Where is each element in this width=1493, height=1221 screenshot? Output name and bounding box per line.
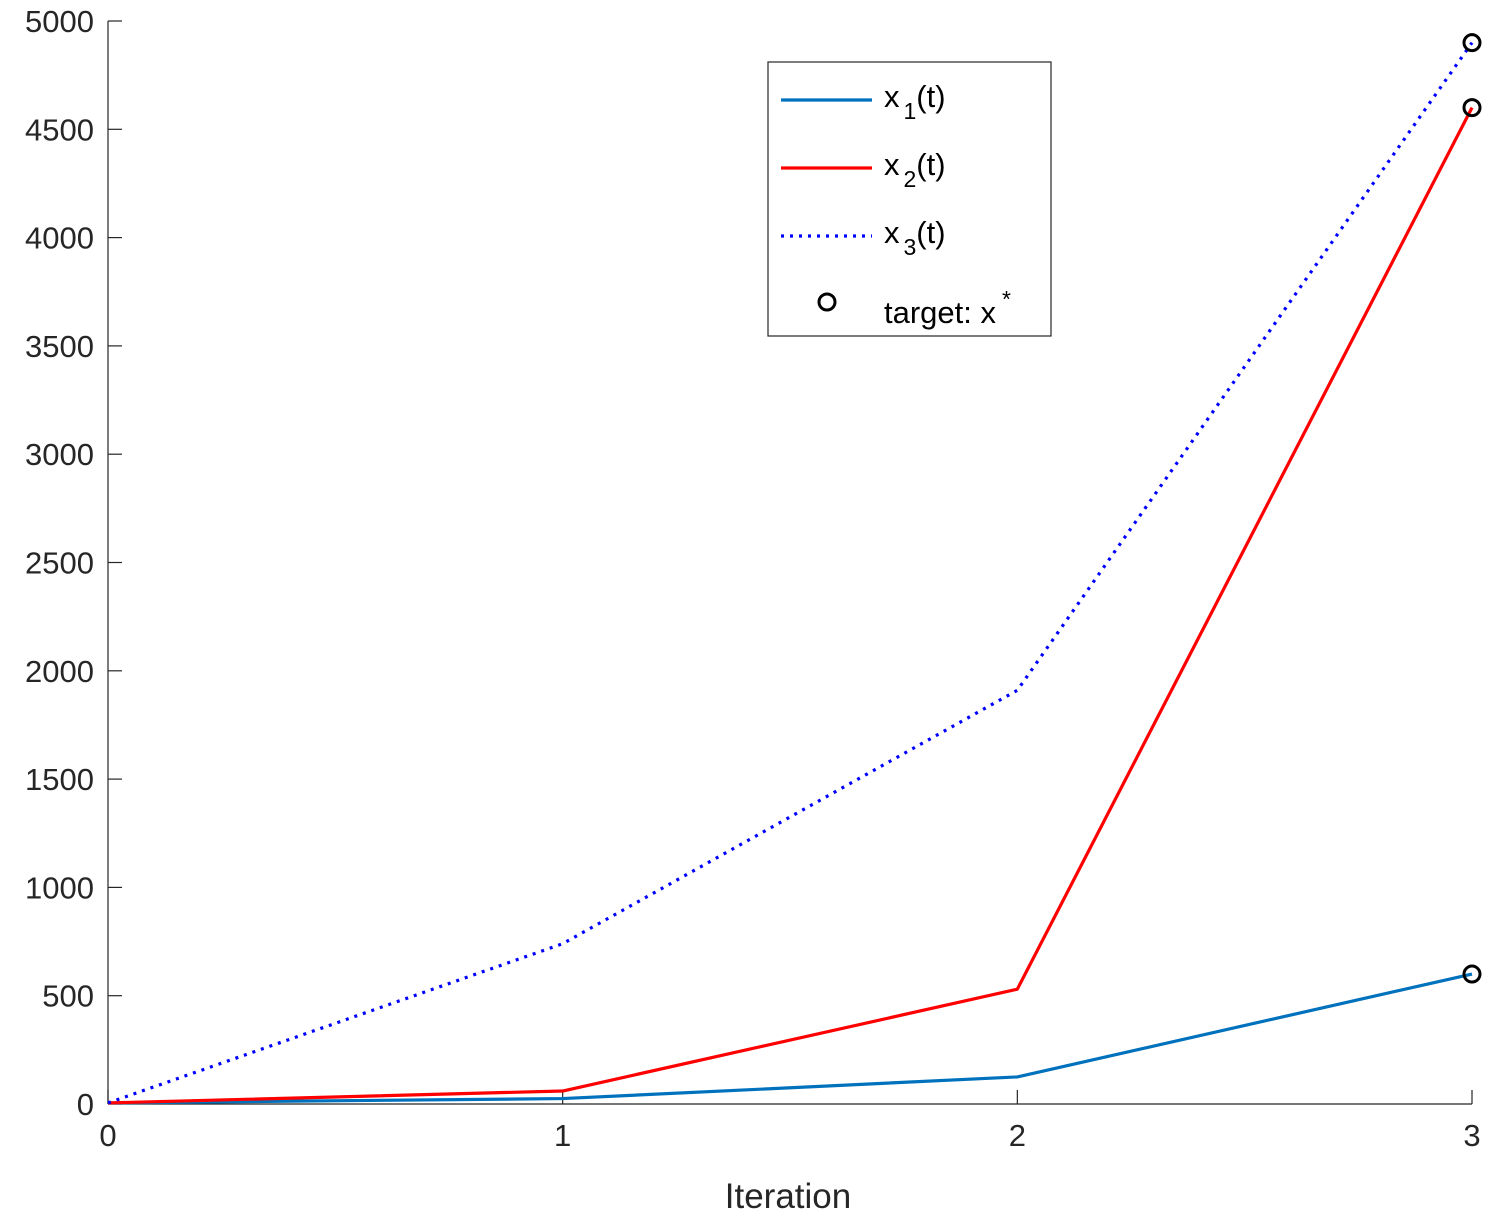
- y-tick-label: 2000: [25, 654, 94, 689]
- y-tick-label: 500: [42, 979, 94, 1014]
- target-markers: [1462, 33, 1482, 984]
- legend-target-marker: [817, 292, 837, 312]
- y-tick-label: 1000: [25, 870, 94, 905]
- legend-label-1: x 1(t): [884, 79, 946, 124]
- x-tick-label: 1: [554, 1118, 571, 1153]
- series-line-2: [107, 106, 1474, 1105]
- series-line-1: [107, 972, 1473, 1105]
- legend-label-3: x 3(t): [884, 215, 946, 260]
- y-tick-label: 4500: [25, 112, 94, 147]
- x-tick-label: 0: [99, 1118, 116, 1153]
- target-marker: [1462, 964, 1482, 984]
- legend-label-2: x 2(t): [884, 147, 946, 192]
- legend-label-target: target: x *: [884, 286, 1011, 330]
- target-marker: [1462, 33, 1482, 53]
- y-tick-label: 1500: [25, 762, 94, 797]
- y-tick-label: 2500: [25, 546, 94, 581]
- y-tick-label: 0: [77, 1087, 94, 1122]
- target-marker: [1462, 98, 1482, 118]
- x-axis-title: Iteration: [725, 1177, 851, 1216]
- legend: x 1(t) x 2(t) x 3(t) target: x *: [767, 61, 1052, 337]
- x-tick-label: 3: [1463, 1118, 1480, 1153]
- y-tick-label: 3500: [25, 329, 94, 364]
- series-layer: [107, 41, 1474, 1105]
- axes: 0 1 2 3 0 500 1000 1500 2000 2500 3000 3500 4000 4500…: [25, 4, 1481, 1153]
- y-tick-label: 3000: [25, 437, 94, 472]
- y-tick-label: 5000: [25, 4, 94, 39]
- y-tick-label: 4000: [25, 221, 94, 256]
- x-tick-label: 2: [1009, 1118, 1026, 1153]
- legend-box: [767, 61, 1052, 337]
- series-line-3: [107, 41, 1474, 1105]
